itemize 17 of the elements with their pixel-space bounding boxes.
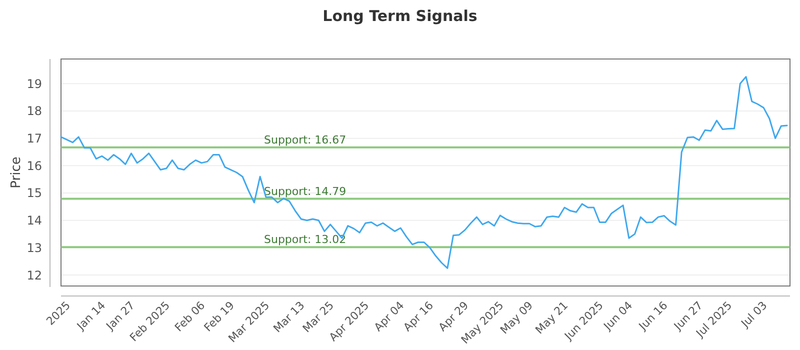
chart-title: Long Term Signals <box>322 7 478 25</box>
y-tick-label: 18 <box>26 104 42 118</box>
ref-line-label: Support: 13.02 <box>264 233 346 246</box>
line-series <box>60 76 788 269</box>
x-tick-label: Jul 03 <box>738 298 770 331</box>
y-tick-label: 12 <box>26 268 42 282</box>
y-tick-label: 13 <box>26 240 42 255</box>
y-tick-label: 16 <box>26 158 42 173</box>
y-tick-label: 17 <box>26 132 42 146</box>
y-tick-label: 14 <box>26 214 42 228</box>
x-tick-label: Jun 04 <box>600 298 636 334</box>
ref-line-label: Support: 14.79 <box>264 184 346 198</box>
ref-line-label: Support: 16.67 <box>264 133 346 146</box>
y-axis-title: Price <box>9 156 24 188</box>
x-tick-label: Jun 16 <box>636 298 670 334</box>
y-tick-label: 15 <box>26 186 42 200</box>
y-tick-label: 19 <box>26 76 42 91</box>
